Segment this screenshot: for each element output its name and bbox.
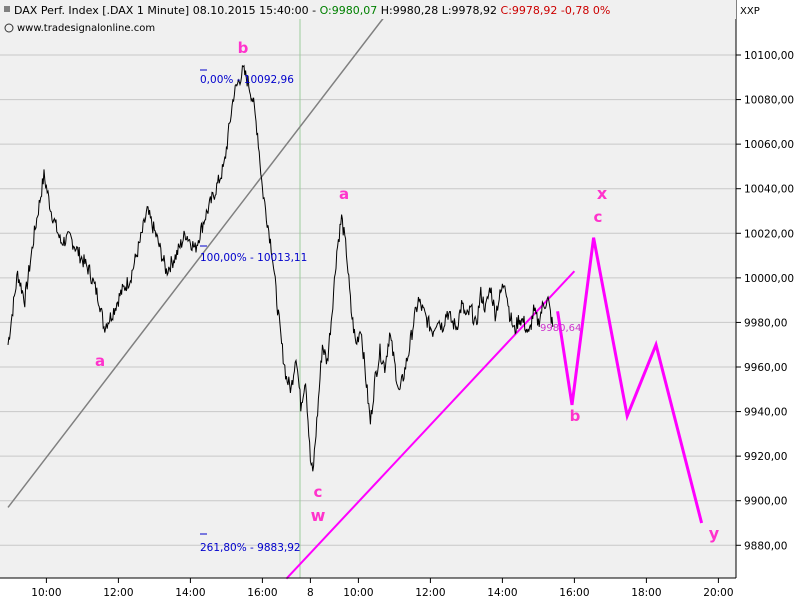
y-tick-label: 9920,00 [744, 451, 787, 463]
y-tick-label: 10060,00 [744, 139, 794, 151]
wave-label-c1: c [314, 483, 323, 501]
x-tick-label: 8 [307, 587, 314, 599]
x-tick-label: 10:00 [31, 587, 61, 599]
header-close: C:9978,92 [501, 4, 558, 17]
symbol-label: XXP [740, 6, 760, 17]
wave-label-y: y [709, 524, 720, 543]
y-tick-label: 10020,00 [744, 228, 794, 240]
wave-label-b1: b [238, 39, 249, 57]
x-axis: 10:00 12:00 14:00 16:00 8 10:00 12:00 14:00 16:0… [31, 578, 734, 599]
price-label: 9980,64 [540, 323, 581, 334]
axis-background [736, 0, 800, 600]
trendline [285, 270, 576, 580]
y-tick-label: 9980,00 [744, 317, 787, 329]
wave-label-a1: a [95, 352, 105, 370]
x-tick-label: 12:00 [103, 587, 133, 599]
x-tick-label: 20:00 [703, 587, 733, 599]
wave-label-x: x [597, 184, 608, 203]
y-tick-label: 10000,00 [744, 273, 794, 285]
x-tick-label: 18:00 [631, 587, 661, 599]
header-low: L:9978,92 [442, 4, 497, 17]
header-separator: - [309, 4, 320, 17]
header-ohlc: DAX Perf. Index [.DAX 1 Minute] 08.10.20… [14, 4, 610, 17]
y-tick-label: 9900,00 [744, 496, 787, 508]
copyright-icon [4, 23, 14, 33]
y-tick-label: 10040,00 [744, 184, 794, 196]
y-tick-label: 9940,00 [744, 407, 787, 419]
fib-label-0: 0,00% - 10092,96 [200, 74, 294, 86]
header-open: O:9980,07 [320, 4, 378, 17]
trendline [7, 3, 395, 508]
wave-label-w: w [311, 506, 326, 525]
x-tick-label: 12:00 [415, 587, 445, 599]
x-tick-label: 16:00 [559, 587, 589, 599]
y-tick-label: 10080,00 [744, 95, 794, 107]
time-axis-background [0, 578, 736, 600]
source-url: www.tradesignalonline.com [17, 23, 155, 34]
wave-label-c2: c [594, 208, 603, 226]
header-high: H:9980,28 [381, 4, 438, 17]
fib-label-100: 100,00% - 10013,11 [200, 252, 307, 264]
price-series [7, 64, 554, 472]
y-axis: 10100,00 10080,00 10060,00 10040,00 10020,00… [736, 50, 794, 552]
wave-label-b2: b [570, 407, 581, 425]
x-tick-label: 14:00 [487, 587, 517, 599]
wave-projection [556, 237, 704, 524]
x-tick-label: 10:00 [343, 587, 373, 599]
header-change-pct: 0% [593, 4, 610, 17]
x-tick-label: 16:00 [247, 587, 277, 599]
price-line [7, 64, 554, 472]
grid-lines [0, 54, 736, 546]
wave-label-a2: a [339, 185, 349, 203]
wave-path [556, 237, 704, 524]
y-tick-label: 10100,00 [744, 50, 794, 62]
header-datetime: 08.10.2015 15:40:00 [193, 4, 309, 17]
chart-header: DAX Perf. Index [.DAX 1 Minute] 08.10.20… [0, 0, 760, 34]
trendlines [7, 3, 576, 580]
plot-background [0, 0, 736, 578]
chart-title: DAX Perf. Index [.DAX 1 Minute] [14, 4, 189, 17]
header-background [0, 0, 736, 19]
x-tick-label: 14:00 [175, 587, 205, 599]
header-change: -0,78 [561, 4, 589, 17]
y-tick-label: 9880,00 [744, 540, 787, 552]
y-tick-label: 9960,00 [744, 362, 787, 374]
header-marker-icon [4, 6, 10, 12]
fib-label-261: 261,80% - 9883,92 [200, 542, 301, 554]
